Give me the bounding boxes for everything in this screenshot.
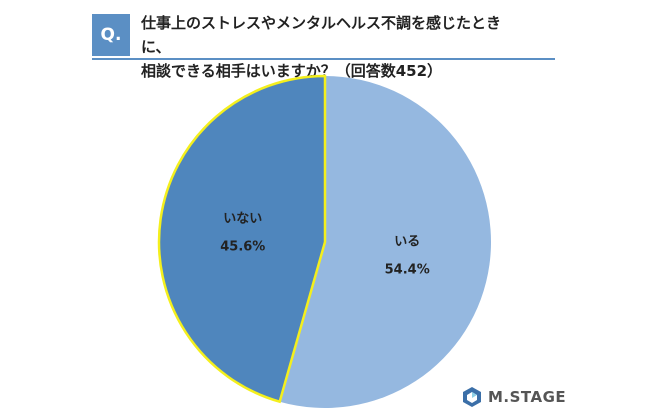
- title-underline: [92, 58, 555, 60]
- question-title: 仕事上のストレスやメンタルヘルス不調を感じたときに、 相談できる相手はいますか？…: [141, 11, 521, 83]
- pie-slice-2: [159, 76, 325, 402]
- brand-logo-text: M.STAGE: [488, 388, 567, 406]
- pie-slice-value-label: 45.6%: [220, 240, 265, 255]
- question-badge: Q.: [92, 14, 130, 56]
- pie-slices: [157, 74, 492, 409]
- pie-slice-1: [279, 76, 492, 409]
- question-line-2: 相談できる相手はいますか？（回答数452）: [141, 62, 443, 80]
- pie-slice-label: いない: [223, 212, 262, 227]
- brand-logo: M.STAGE: [462, 386, 566, 408]
- mstage-hexagon-icon: [463, 387, 481, 407]
- pie-labels: いる 54.4% いない 45.6%: [220, 212, 430, 278]
- pie-slice-highlight-outline: [157, 74, 327, 404]
- pie-slice-label: いる: [394, 234, 420, 249]
- pie-slice-value-label: 54.4%: [385, 262, 430, 277]
- question-line-1: 仕事上のストレスやメンタルヘルス不調を感じたときに、: [141, 14, 502, 56]
